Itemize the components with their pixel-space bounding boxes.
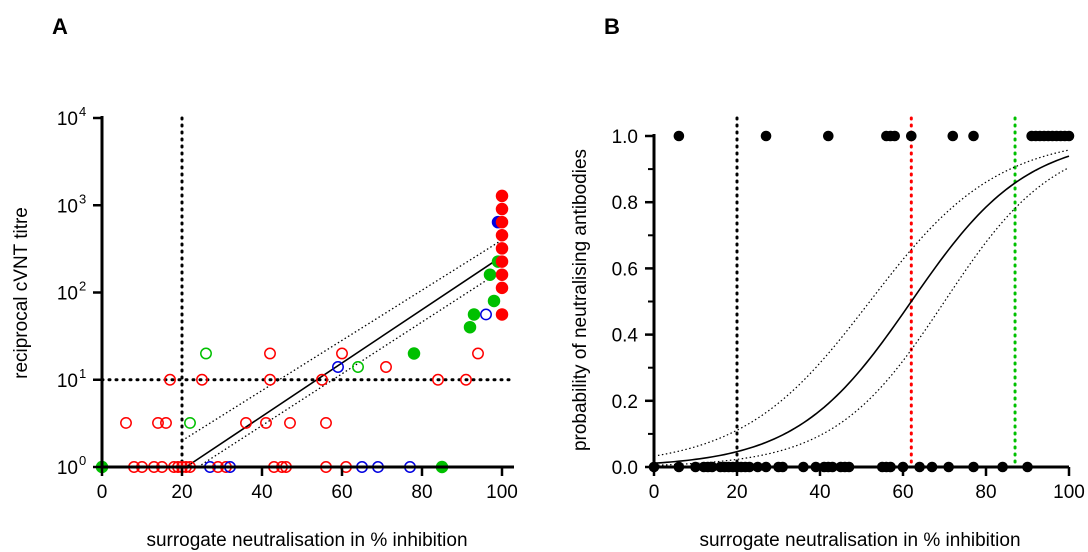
panel-a-regression-lines: [181, 239, 503, 468]
panel-a-data-point: [495, 242, 509, 255]
panel-a-x-tick-label: 20: [171, 482, 192, 503]
panel-a-y-tick-exponent: 1: [79, 366, 86, 381]
panel-a-data-point: [164, 373, 176, 386]
panel-b-y-tick-label: 1.0: [612, 127, 638, 148]
panel-a-x-tick-label: 60: [331, 482, 352, 503]
panel-a-data-point: [264, 347, 276, 360]
panel-a-data-point: [495, 189, 509, 203]
panel-a-y-tick-exponent: 4: [79, 104, 86, 119]
panel-b-data-point: [823, 130, 834, 142]
panel-a-data-point: [480, 308, 492, 321]
panel-b-x-axis-title: surrogate neutralisation in % inhibition: [699, 530, 1020, 551]
panel-b-x-tick-label: 40: [809, 482, 830, 503]
panel-a-data-point: [160, 416, 172, 429]
panel-a-data-point: [264, 373, 276, 386]
panel-b-ticks: 0 20 40 60 80 100 0.0 0.2 0.4 0.6 0.8 1.0: [612, 127, 1085, 503]
panel-a-data-point: [495, 268, 509, 281]
panel-a-x-tick-label: 100: [486, 482, 518, 503]
panel-b-x-tick-label: 20: [726, 482, 747, 503]
panel-a-data-point: [432, 373, 444, 386]
panel-a-letter: A: [52, 14, 68, 39]
panel-a-data-point: [260, 416, 272, 429]
panel-a-x-axis-title: surrogate neutralisation in % inhibition: [146, 530, 467, 551]
panel-a-y-tick-label: 10: [57, 284, 78, 305]
panel-a-data-point: [152, 416, 164, 429]
panel-a-data-point: [336, 347, 348, 360]
panel-a-fit-line: [185, 255, 503, 468]
panel-b-y-tick-label: 0.2: [612, 392, 638, 413]
panel-a-data-point: [495, 281, 509, 295]
panel-b-data-point: [1063, 130, 1075, 142]
panel-b-x-tick-label: 0: [649, 482, 660, 503]
panel-a-ci-lower-line: [197, 269, 503, 468]
panel-a-data-point: [463, 320, 477, 334]
panel-a-x-tick-label: 40: [251, 482, 272, 503]
panel-b-data-point: [673, 130, 685, 142]
panel-b-data-point: [760, 130, 772, 142]
panel-a-y-tick-exponent: 2: [79, 279, 86, 294]
panel-a-data-point: [495, 308, 509, 321]
panel-b-y-tick-label: 0.8: [612, 193, 638, 214]
panel-a-y-tick-exponent: 0: [79, 453, 86, 468]
panel-b-data-point: [889, 130, 900, 142]
panel-b-points: [648, 130, 1075, 473]
panel-a-reference-lines: [100, 116, 516, 469]
panel-b-x-tick-label: 60: [892, 482, 913, 503]
panel-b-ci-upper-curve: [653, 149, 1070, 457]
panel-a-data-point: [320, 416, 332, 429]
panel-b-fit-curve: [653, 155, 1070, 465]
panel-a-y-tick-label: 10: [57, 196, 78, 217]
panel-a-ci-upper-line: [181, 239, 503, 442]
panel-a-data-point: [460, 373, 472, 386]
panel-a-y-tick-exponent: 3: [79, 191, 86, 206]
panel-a-data-point: [200, 347, 212, 360]
panel-b-logistic-curves: [653, 149, 1070, 466]
panel-b-y-tick-label: 0.6: [612, 259, 638, 280]
panel-b: B 0 20 40 60 80 100 0.0 0.2 0.4 0.6 0.8 1.0 surroga…: [570, 14, 1085, 551]
panel-a-data-point: [332, 361, 344, 373]
panel-a-data-point: [240, 416, 252, 429]
panel-a-data-point: [495, 202, 509, 216]
panel-b-x-tick-label: 100: [1053, 482, 1085, 503]
panel-a-data-point: [196, 373, 208, 386]
panel-a-data-point: [487, 294, 501, 308]
panel-b-axes: [652, 134, 1069, 469]
panel-a-y-axis-title: reciprocal cVNT titre: [11, 207, 32, 379]
panel-a-data-point: [352, 361, 364, 373]
panel-a-data-point: [184, 416, 196, 429]
panel-b-y-tick-label: 0.4: [612, 326, 639, 347]
panel-b-y-tick-label: 0.0: [612, 458, 638, 479]
panel-a-data-point: [407, 347, 421, 360]
panel-b-data-point: [947, 130, 959, 142]
panel-a-data-point: [467, 308, 481, 321]
panel-b-y-axis-title: probability of neutralising antibodies: [570, 149, 591, 451]
panel-a-data-point: [316, 373, 328, 386]
panel-a-axes: [100, 116, 514, 469]
panel-b-ci-lower-curve: [653, 167, 1070, 466]
panel-a-points: [95, 189, 509, 474]
panel-a-data-point: [495, 229, 509, 242]
panel-a-x-tick-label: 0: [97, 482, 108, 503]
panel-b-reference-lines: [735, 116, 1017, 469]
panel-b-letter: B: [604, 14, 620, 39]
panel-a-data-point: [380, 361, 392, 373]
panel-a-data-point: [120, 416, 132, 429]
panel-a-y-tick-label: 10: [57, 371, 78, 392]
panel-a-y-tick-label: 10: [57, 109, 78, 130]
panel-a-data-point: [483, 268, 497, 281]
panel-a-data-point: [284, 416, 296, 429]
panel-b-data-point: [906, 130, 917, 142]
panel-a-y-tick-label: 10: [57, 458, 78, 479]
panel-a-data-point: [495, 215, 509, 229]
panel-a-data-point: [472, 347, 484, 360]
panel-b-x-tick-label: 80: [975, 482, 996, 503]
panel-a-data-point: [495, 255, 509, 268]
panel-a-x-tick-label: 80: [411, 482, 432, 503]
panel-b-data-point: [968, 130, 979, 142]
